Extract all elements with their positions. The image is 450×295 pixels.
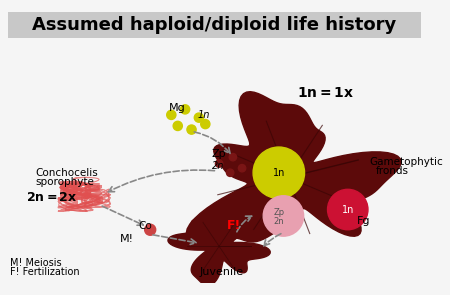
Circle shape [226,169,234,176]
Circle shape [216,160,223,167]
Polygon shape [168,207,270,286]
Text: sporophyte: sporophyte [35,177,94,187]
Circle shape [328,189,368,230]
Circle shape [263,196,304,236]
Text: $\mathbf{1n = 1x}$: $\mathbf{1n = 1x}$ [297,86,354,100]
Text: F!: F! [226,219,241,232]
Text: $\mathbf{2n = 2x}$: $\mathbf{2n = 2x}$ [26,191,78,204]
Circle shape [238,165,246,172]
Circle shape [194,113,203,122]
Text: 1n: 1n [198,110,210,120]
Circle shape [187,125,196,134]
Text: Zp: Zp [212,149,226,159]
Text: Mg: Mg [169,104,185,114]
Circle shape [144,224,156,235]
Text: Zp: Zp [273,208,284,217]
Text: Juvenile: Juvenile [200,267,244,277]
Text: Conchocelis: Conchocelis [35,168,98,178]
Text: Assumed haploid/diploid life history: Assumed haploid/diploid life history [32,16,396,34]
Text: 2n: 2n [274,217,284,226]
Polygon shape [186,92,401,242]
Circle shape [180,105,190,114]
Circle shape [173,121,182,130]
Text: fronds: fronds [375,166,408,176]
Text: M!: M! [120,234,134,244]
Circle shape [166,110,176,119]
Circle shape [229,153,237,161]
Text: Fg: Fg [357,217,370,227]
Circle shape [201,119,210,129]
Text: F! Fertilization: F! Fertilization [9,267,79,277]
Text: 1n: 1n [342,204,354,214]
Text: Co: Co [138,221,152,231]
Text: Gametophytic: Gametophytic [369,157,443,167]
Text: M! Meiosis: M! Meiosis [9,258,61,268]
Text: 2n: 2n [212,161,224,171]
Text: 1n: 1n [273,168,285,178]
Circle shape [253,147,305,199]
FancyBboxPatch shape [8,12,421,38]
